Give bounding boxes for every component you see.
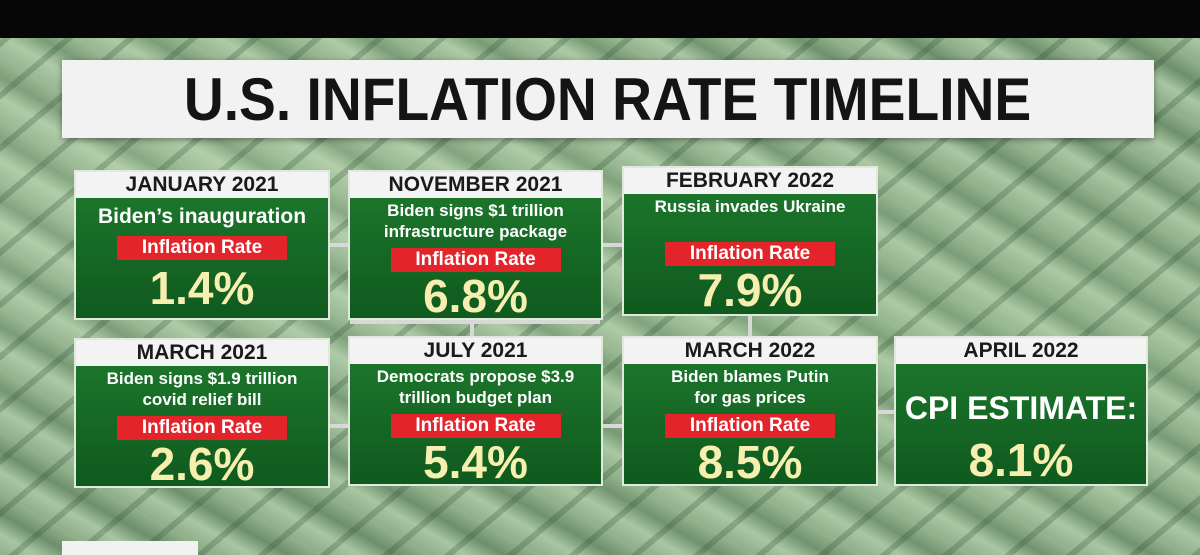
inflation-rate-value: 1.4%: [149, 262, 255, 314]
timeline-card-jan-2021: JANUARY 2021 Biden’s inauguration Inflat…: [74, 170, 330, 320]
bottom-lower-third-chip: [62, 541, 198, 555]
timeline-card-jul-2021: JULY 2021 Democrats propose $3.9 trillio…: [348, 336, 603, 486]
card-date: JANUARY 2021: [76, 172, 328, 198]
cpi-estimate-label: CPI ESTIMATE:: [904, 390, 1138, 426]
inflation-rate-value: 6.8%: [423, 270, 528, 322]
timeline-card-feb-2022: FEBRUARY 2022 Russia invades Ukraine Inf…: [622, 166, 878, 316]
card-date: FEBRUARY 2022: [624, 168, 876, 194]
card-event: Biden signs $1.9 trillion covid relief b…: [106, 369, 298, 409]
connector-line: [330, 424, 350, 428]
card-date: MARCH 2022: [624, 338, 876, 364]
card-date: JULY 2021: [350, 338, 601, 364]
inflation-rate-label: Inflation Rate: [665, 414, 835, 438]
title-banner: U.S. INFLATION RATE TIMELINE: [62, 60, 1154, 138]
inflation-rate-value: 8.5%: [697, 436, 803, 488]
card-event: Democrats propose $3.9 trillion budget p…: [376, 367, 575, 407]
inflation-rate-value: 5.4%: [423, 436, 528, 488]
connector-line: [603, 243, 623, 247]
connector-line: [350, 320, 600, 324]
page-title: U.S. INFLATION RATE TIMELINE: [184, 65, 1032, 133]
cpi-estimate-value: 8.1%: [968, 434, 1074, 486]
connector-line: [470, 320, 474, 338]
inflation-rate-value: 7.9%: [697, 264, 803, 316]
timeline-card-mar-2021: MARCH 2021 Biden signs $1.9 trillion cov…: [74, 338, 330, 488]
card-event: Biden signs $1 trillion infrastructure p…: [383, 201, 568, 241]
inflation-rate-label: Inflation Rate: [117, 236, 287, 260]
card-event: Russia invades Ukraine: [654, 197, 846, 216]
timeline-card-mar-2022: MARCH 2022 Biden blames Putin for gas pr…: [622, 336, 878, 486]
inflation-rate-value: 2.6%: [149, 438, 255, 490]
connector-line: [878, 410, 896, 414]
connector-line: [603, 424, 623, 428]
card-date: MARCH 2021: [76, 340, 328, 366]
timeline-card-nov-2021: NOVEMBER 2021 Biden signs $1 trillion in…: [348, 170, 603, 320]
inflation-rate-label: Inflation Rate: [390, 248, 561, 272]
inflation-rate-label: Inflation Rate: [117, 416, 287, 440]
card-date: NOVEMBER 2021: [350, 172, 601, 198]
timeline-card-apr-2022: APRIL 2022 CPI ESTIMATE: 8.1%: [894, 336, 1148, 486]
connector-line: [330, 243, 350, 247]
connector-line: [748, 316, 752, 336]
card-date: APRIL 2022: [896, 338, 1146, 364]
top-black-bar: [0, 0, 1200, 38]
inflation-rate-label: Inflation Rate: [665, 242, 835, 266]
card-event: Biden’s inauguration: [97, 205, 307, 228]
card-event: Biden blames Putin for gas prices: [671, 367, 829, 407]
inflation-rate-label: Inflation Rate: [390, 414, 561, 438]
